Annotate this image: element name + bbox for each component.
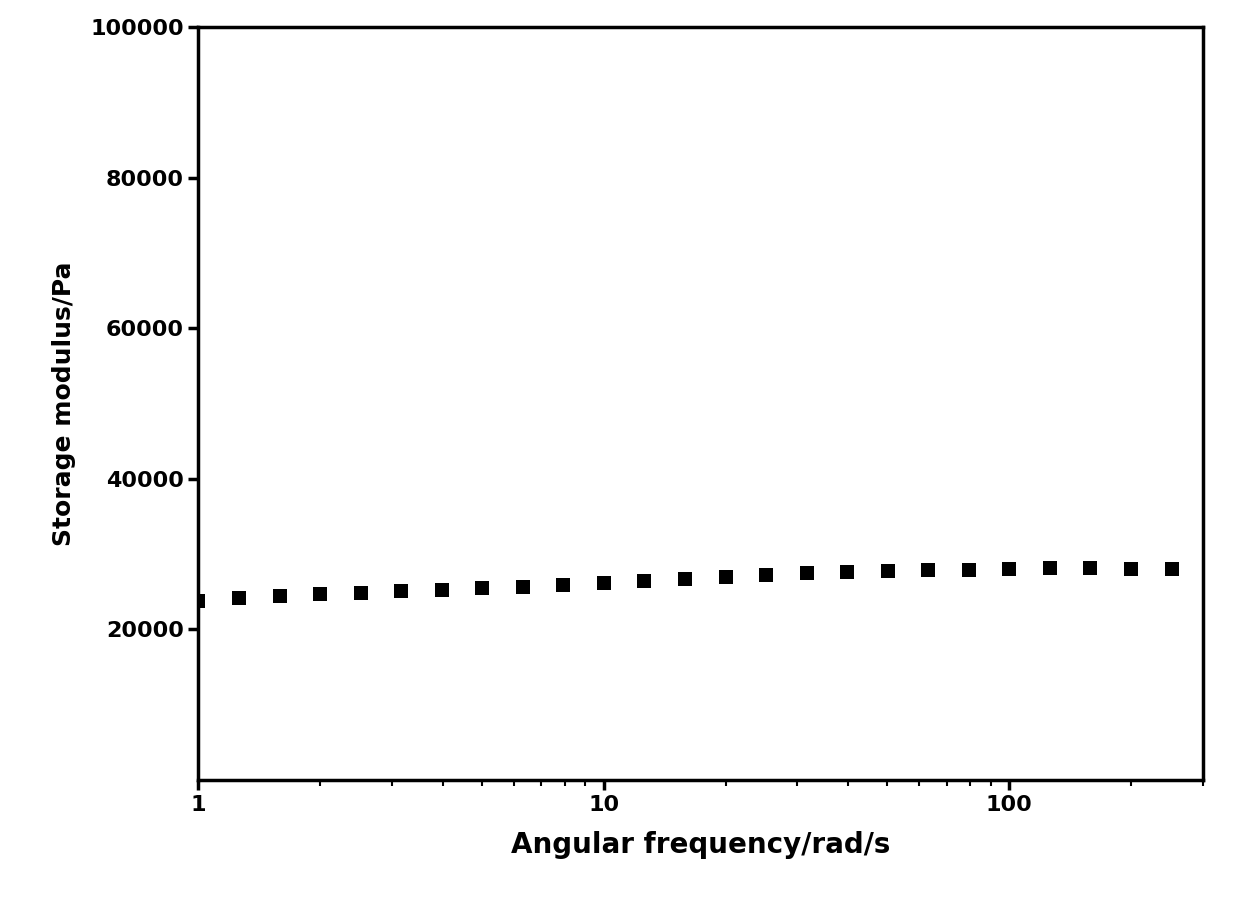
Point — [269, 589, 289, 603]
Point — [391, 584, 410, 599]
Point — [351, 585, 371, 600]
Point — [1040, 561, 1060, 576]
Point — [999, 561, 1019, 576]
Point — [432, 582, 451, 597]
Point — [1162, 562, 1182, 577]
Point — [1121, 561, 1141, 576]
Point — [878, 563, 898, 578]
Point — [959, 562, 978, 577]
Y-axis label: Storage modulus/Pa: Storage modulus/Pa — [52, 261, 77, 546]
Point — [715, 570, 735, 584]
Point — [919, 562, 939, 577]
Point — [1080, 561, 1100, 576]
Point — [229, 590, 249, 605]
Point — [675, 571, 694, 586]
Point — [553, 578, 573, 592]
Point — [837, 565, 857, 580]
Point — [513, 580, 533, 594]
Point — [796, 566, 816, 580]
X-axis label: Angular frequency/rad/s: Angular frequency/rad/s — [511, 832, 890, 859]
Point — [756, 568, 776, 582]
Point — [472, 580, 492, 595]
Point — [594, 576, 614, 590]
Point — [188, 593, 208, 608]
Point — [635, 573, 655, 588]
Point — [310, 587, 330, 601]
